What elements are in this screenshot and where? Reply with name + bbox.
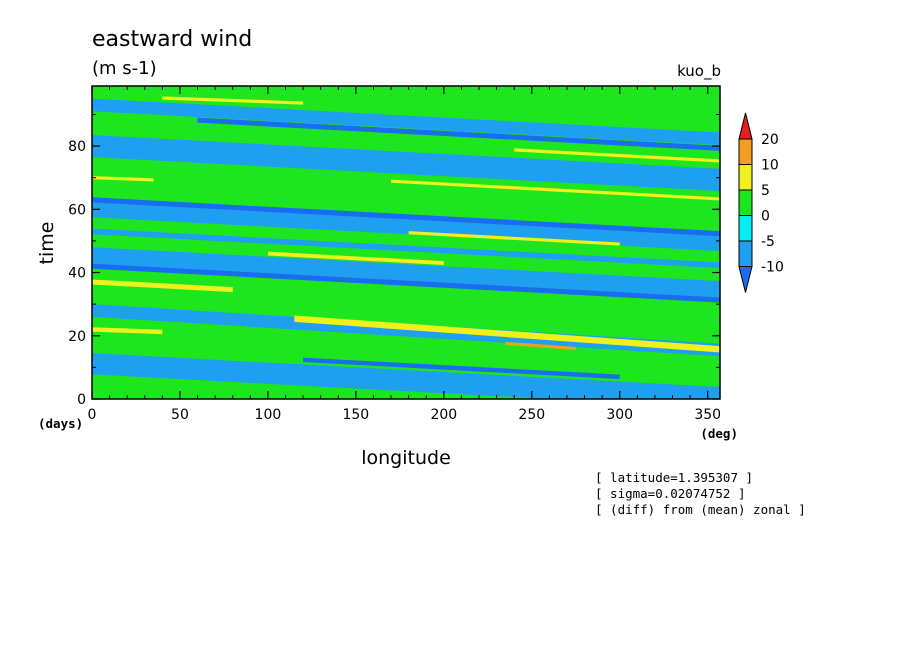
y-tick-label: 60 [68,202,86,218]
latitude-annotation: [ latitude=1.395307 ] [595,470,753,485]
contour-band [92,279,233,293]
contour-bands [92,96,720,425]
x-axis-label: longitude [361,447,451,469]
contour-band-base [92,98,720,146]
x-tick-label: 250 [518,407,545,423]
colorbar-arrow-top [738,112,753,140]
y-unit-label: (days) [38,416,83,431]
colorbar-segment [738,164,753,191]
colorbar-segment [738,215,753,242]
x-unit-label: (deg) [700,426,738,441]
contour-band [92,327,163,335]
contour-band [92,366,691,399]
plot-frame [91,85,721,400]
x-axis: 0 50 100 150 200 250 300 350 [88,86,721,423]
y-tick-label: 40 [68,266,86,282]
x-tick-label: 300 [606,407,633,423]
colorbar-label: 5 [761,183,770,199]
x-tick-label: 350 [694,407,721,423]
contour-band [408,231,620,246]
plot-area [92,86,720,425]
diff-annotation: [ (diff) from (mean) zonal ] [595,502,806,517]
contour-band [92,176,154,182]
colorbar: -10 -5 0 5 10 20 [738,112,784,293]
contour-band [294,315,720,353]
colorbar-segment [738,138,753,165]
y-tick-label: 80 [68,139,86,155]
contour-band-base [92,247,720,301]
x-tick-label: 50 [171,407,189,423]
y-axis-label: time [36,222,58,265]
contour-band [303,402,549,425]
colorbar-segment [738,189,753,216]
colorbar-label: 10 [761,158,779,174]
contour-band-base [92,201,720,252]
colorbar-arrow-bottom [738,266,753,293]
x-tick-label: 150 [342,407,369,423]
colorbar-label: 0 [761,209,770,225]
x-tick-label: 200 [430,407,457,423]
contour-band [92,197,720,237]
contour-band [303,357,620,380]
contour-band-base [92,353,720,399]
colorbar-label: -5 [761,234,775,250]
contour-band [505,341,576,350]
chart-units: (m s-1) [92,58,157,79]
contour-band [267,251,444,265]
contour-band [92,149,720,190]
contour-band [391,179,720,201]
contour-band-base [92,304,720,357]
contour-band [92,228,720,269]
x-tick-label: 0 [88,407,97,423]
y-tick-label: 0 [77,392,86,408]
chart-title: eastward wind [92,27,252,52]
x-tick-label: 100 [255,407,282,423]
experiment-label: kuo_b [677,62,721,81]
contour-band [514,148,720,163]
colorbar-segment [738,240,753,267]
colorbar-label: -10 [761,260,784,276]
colorbar-label: 20 [761,132,779,148]
contour-band [92,263,720,303]
sigma-annotation: [ sigma=0.02074752 ] [595,486,746,501]
contour-band [197,117,720,151]
y-axis: 0 20 40 60 80 [68,113,720,408]
y-tick-label: 20 [68,329,86,345]
contour-band [162,96,304,105]
